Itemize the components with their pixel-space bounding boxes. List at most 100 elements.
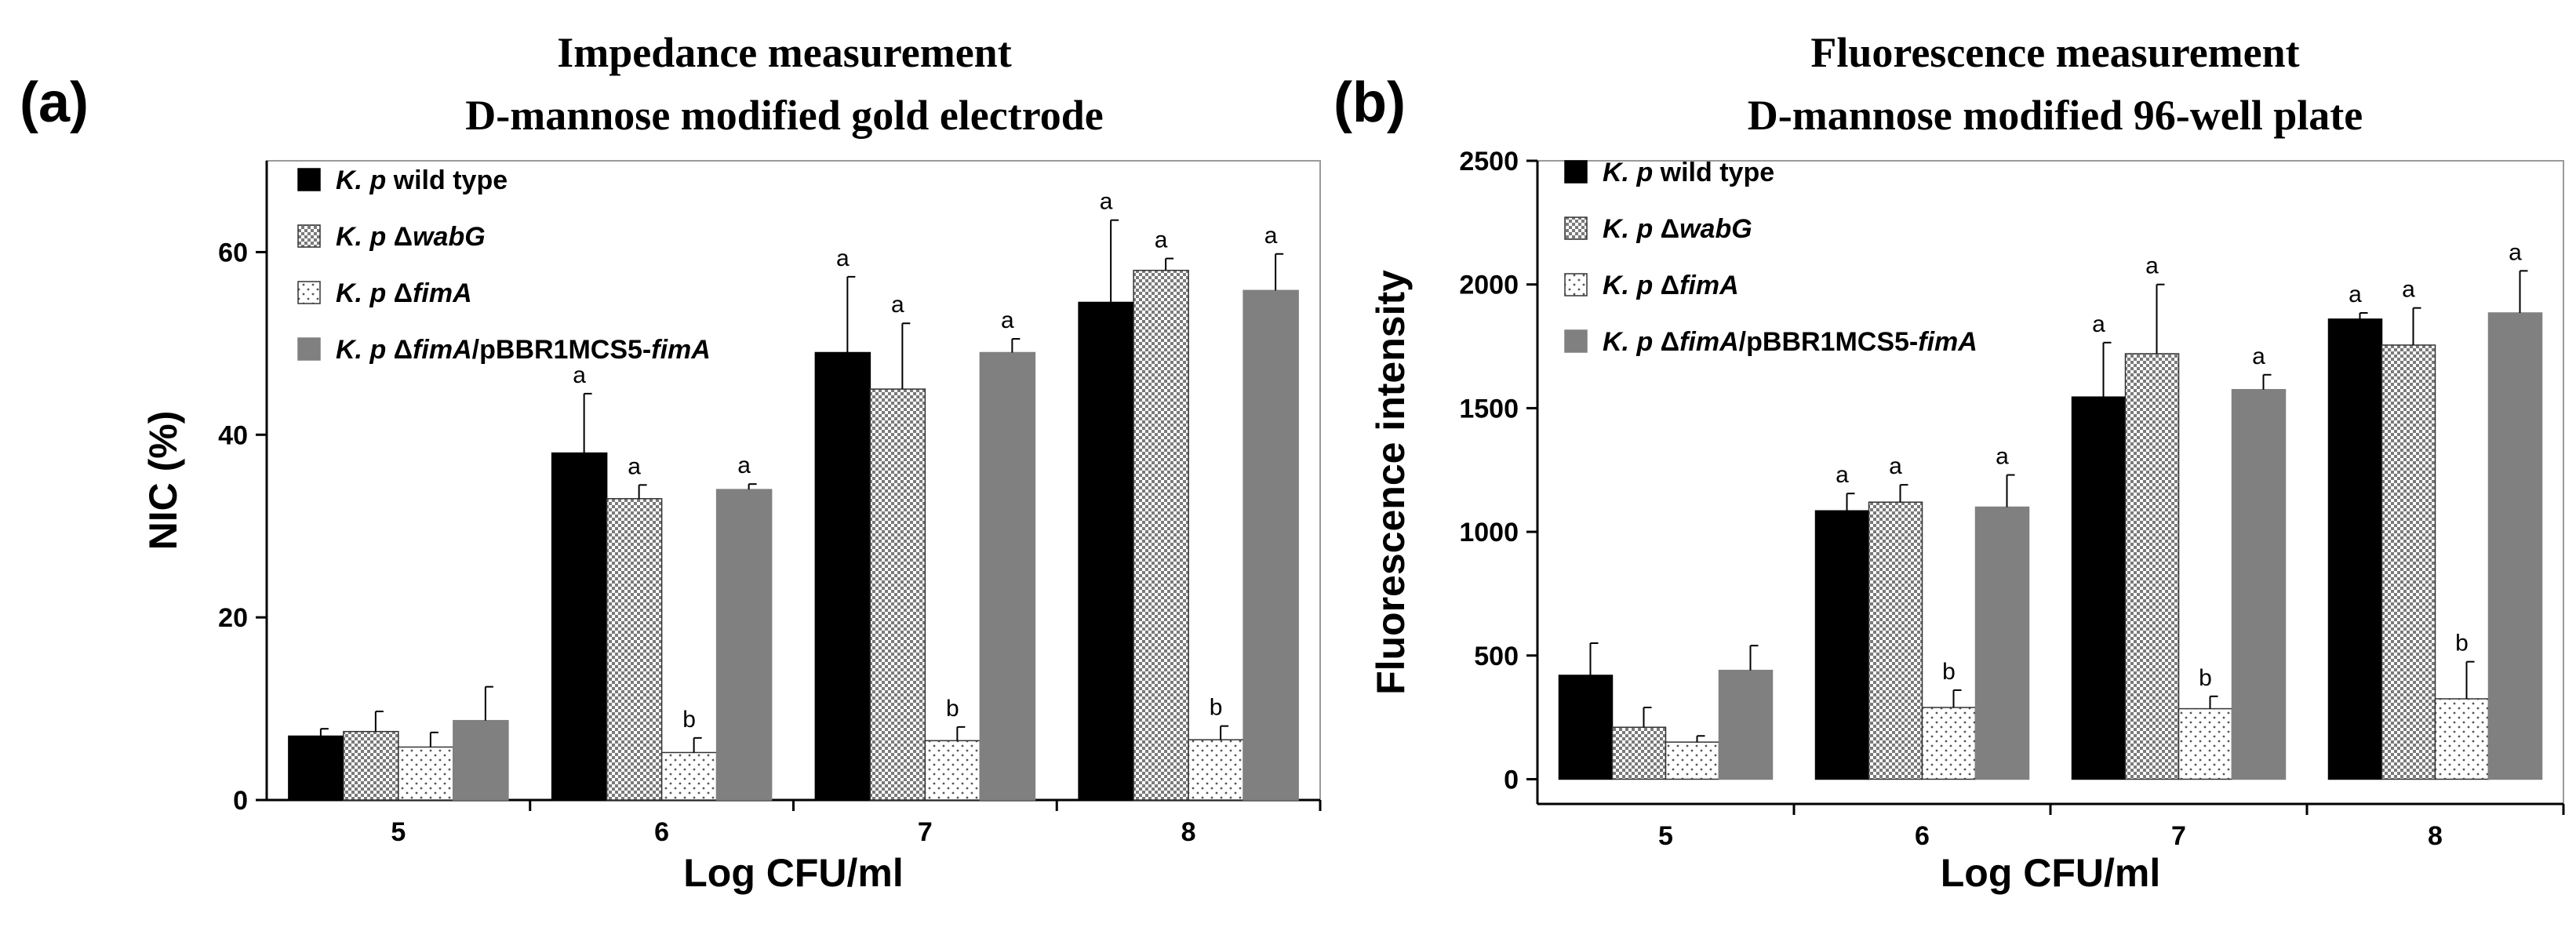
bar <box>288 735 344 801</box>
significance-label: a <box>2092 311 2105 337</box>
bar <box>551 452 608 801</box>
legend-entry: K. p ΔwabG <box>1603 214 1752 244</box>
bar <box>2071 396 2127 780</box>
significance-label: a <box>1001 307 1014 333</box>
panel-a: Impedance measurement D-mannose modified … <box>20 29 1322 895</box>
x-tick-label: 5 <box>1658 821 1673 851</box>
panel-b: Fluorescence measurement D-mannose modifi… <box>1333 29 2565 895</box>
bar <box>343 730 399 801</box>
bar <box>1921 707 1977 780</box>
bar <box>979 351 1036 801</box>
bar <box>1133 269 1189 801</box>
bar <box>2231 388 2287 780</box>
legend-entry: K. p ΔfimA/pBBR1MCS5-fimA <box>336 335 711 365</box>
x-tick-label: 6 <box>654 817 669 847</box>
legend-swatch <box>297 337 321 361</box>
bar <box>814 351 871 801</box>
bar <box>606 498 663 801</box>
y-tick-label: 1000 <box>1459 518 1519 547</box>
bar <box>1868 501 1923 780</box>
y-axis-label: NIC (%) <box>141 411 185 551</box>
significance-label: b <box>2455 631 2469 656</box>
significance-label: b <box>946 696 959 722</box>
bar <box>2381 344 2436 780</box>
bar <box>1665 741 1720 780</box>
y-axis-label: Fluorescence intensity <box>1369 270 1413 695</box>
significance-label: a <box>1996 444 2009 470</box>
y-tick-label: 2000 <box>1459 271 1519 300</box>
significance-label: a <box>1264 223 1278 249</box>
legend-swatch <box>1564 273 1588 296</box>
significance-label: a <box>737 453 751 478</box>
x-tick-label: 7 <box>2171 821 2186 851</box>
bar <box>715 489 773 801</box>
significance-label: b <box>682 707 696 733</box>
legend-swatch <box>297 168 321 191</box>
panel-label: (b) <box>1333 71 1406 134</box>
y-tick-label: 500 <box>1474 642 1519 671</box>
bar <box>1974 506 2030 780</box>
significance-label: a <box>2252 344 2265 369</box>
panel-label: (a) <box>20 71 89 134</box>
chart-title: Impedance measurement <box>557 29 1011 76</box>
x-axis-label: Log CFU/ml <box>683 851 904 895</box>
significance-label: a <box>573 362 586 388</box>
bar <box>869 388 926 801</box>
y-tick-label: 2500 <box>1459 147 1519 176</box>
bar <box>1078 301 1134 801</box>
bar <box>1611 726 1667 780</box>
bar <box>660 751 718 801</box>
bar <box>2487 312 2543 780</box>
bar <box>2178 707 2233 780</box>
y-tick-label: 0 <box>233 786 248 816</box>
chart-subtitle: D-mannose modified 96-well plate <box>1748 92 2363 139</box>
x-tick-label: 8 <box>2428 821 2443 851</box>
bar <box>453 719 509 801</box>
significance-label: a <box>2509 239 2522 265</box>
x-tick-label: 5 <box>391 817 406 847</box>
bar <box>2434 698 2490 780</box>
significance-label: a <box>2349 282 2362 307</box>
bar <box>1243 289 1299 801</box>
significance-label: a <box>1155 227 1168 253</box>
legend-swatch <box>1564 329 1588 353</box>
bar <box>924 740 981 801</box>
x-tick-label: 6 <box>1915 821 1930 851</box>
chart-title: Fluorescence measurement <box>1810 29 2299 76</box>
legend-entry: K. p wild type <box>336 165 508 195</box>
significance-label: a <box>1889 453 1902 479</box>
y-tick-label: 1500 <box>1459 394 1519 424</box>
significance-label: a <box>628 453 641 479</box>
significance-label: a <box>2402 277 2415 303</box>
significance-label: a <box>836 245 850 271</box>
bar <box>2124 353 2180 780</box>
y-tick-label: 40 <box>218 420 248 450</box>
significance-label: b <box>1942 659 1956 685</box>
y-tick-label: 20 <box>218 603 248 633</box>
significance-label: a <box>891 292 904 318</box>
legend-entry: K. p wild type <box>1603 158 1774 187</box>
bar <box>1814 510 1870 780</box>
x-tick-label: 8 <box>1181 817 1196 847</box>
legend-entry: K. p ΔfimA <box>1603 271 1739 300</box>
legend-swatch <box>1564 160 1588 184</box>
legend-entry: K. p ΔfimA <box>336 278 472 308</box>
x-axis-label: Log CFU/ml <box>1941 851 2161 895</box>
bar <box>1558 675 1614 780</box>
y-tick-label: 60 <box>218 238 248 267</box>
legend-entry: K. p ΔwabG <box>336 222 486 252</box>
legend-swatch <box>297 281 321 304</box>
legend-swatch <box>297 224 321 248</box>
bar <box>2327 318 2383 780</box>
legend-entry: K. p ΔfimA/pBBR1MCS5-fimA <box>1603 327 1977 357</box>
bar <box>1718 669 1774 780</box>
x-tick-label: 7 <box>918 817 933 847</box>
bar <box>398 746 454 801</box>
significance-label: a <box>1100 189 1113 215</box>
chart-subtitle: D-mannose modified gold electrode <box>465 92 1103 139</box>
significance-label: b <box>1210 695 1223 721</box>
bar <box>1188 739 1244 801</box>
significance-label: a <box>1836 462 1849 488</box>
